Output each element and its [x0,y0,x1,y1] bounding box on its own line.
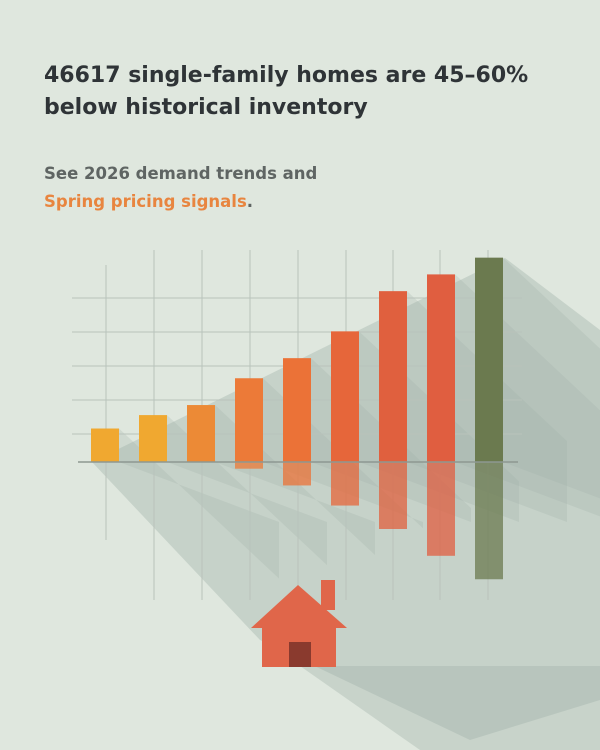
bar-reflection [235,462,263,469]
subline: See 2026 demand trends and Spring pricin… [44,160,564,216]
chart-bar [379,291,407,462]
house-door [289,642,311,667]
bar-reflection [475,462,503,580]
bar-reflections [235,462,503,580]
chart-bars [91,257,503,462]
chart-bar [139,415,167,462]
chart-bar [283,358,311,462]
headline-line-1: 46617 single-family homes are 45–60% [44,63,529,88]
house-icon [251,580,600,750]
house-roof [251,585,347,628]
chart-bar [331,331,359,462]
bar-reflection [283,462,311,486]
chart-bar [427,274,455,462]
bar-reflection [331,462,359,506]
chart-bar [475,257,503,462]
house-chimney [321,580,335,610]
headline: 46617 single-family homes are 45–60% bel… [44,60,574,124]
chart-bar [187,405,215,462]
chart-bar [235,378,263,462]
bar-shadow [119,428,279,579]
subline-text: See 2026 demand trends and [44,164,318,183]
subline-period: . [246,192,254,211]
bar-reflection [379,462,407,529]
bar-reflection [427,462,455,556]
headline-line-2: below historical inventory [44,95,368,120]
bar-shadow [503,257,600,499]
house-shadow [300,666,600,750]
spring-pricing-link[interactable]: Spring pricing signals [44,192,247,211]
chart-bar [91,428,119,462]
